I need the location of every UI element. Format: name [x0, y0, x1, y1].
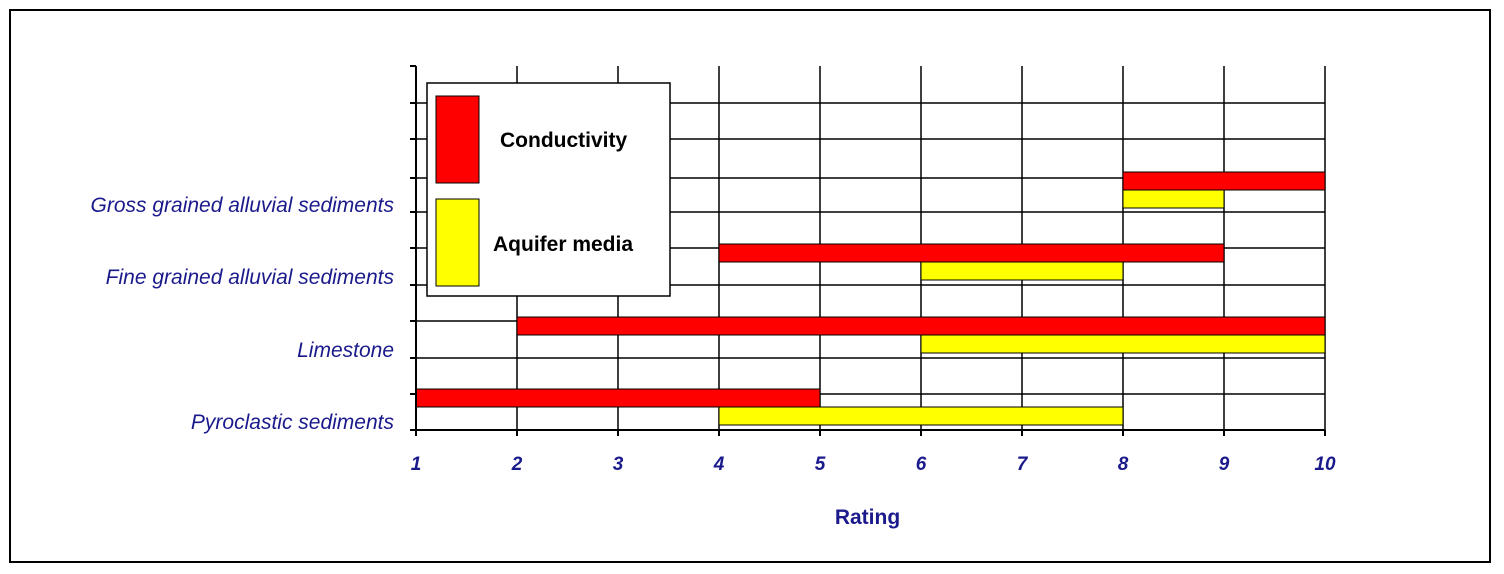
x-tick-label-1: 1	[411, 454, 422, 475]
bar-conductivity-limestone	[516, 316, 1326, 336]
bar-aquifer-media-pyroclastic-sediments	[718, 406, 1124, 426]
x-tick-label-8: 8	[1118, 454, 1129, 475]
x-tick-label-10: 10	[1314, 454, 1336, 475]
legend: Conductivity Aquifer media	[426, 82, 671, 297]
legend-label-conductivity: Conductivity	[500, 129, 627, 152]
category-labels: Pyroclastic sediments Limestone Fine grain…	[91, 194, 395, 434]
bars	[415, 171, 1326, 426]
x-tick-label-4: 4	[713, 454, 725, 475]
category-label-pyroclastic-sediments: Pyroclastic sediments	[191, 411, 395, 434]
x-tick-label-6: 6	[916, 454, 927, 475]
x-tick-label-3: 3	[613, 454, 624, 475]
bar-conductivity-pyroclastic-sediments	[415, 388, 821, 408]
bar-aquifer-media-fine-grained-alluvial-sediments	[920, 261, 1124, 281]
x-axis-title: Rating	[835, 506, 900, 529]
legend-label-aquifer-media: Aquifer media	[493, 233, 633, 256]
bar-aquifer-media-limestone	[920, 334, 1326, 354]
x-tick-labels: 1 2 3 4 5 6 7 8 9 10	[411, 454, 1336, 475]
chart-frame	[9, 9, 1491, 563]
legend-swatch-aquifer-media	[435, 198, 480, 287]
x-tick-label-5: 5	[815, 454, 826, 475]
x-tick-label-7: 7	[1017, 454, 1029, 475]
axes	[410, 65, 1326, 436]
x-tick-label-9: 9	[1219, 454, 1230, 475]
bar-conductivity-fine-grained-alluvial-sediments	[718, 243, 1225, 263]
category-label-limestone: Limestone	[297, 339, 394, 362]
bar-conductivity-gross-grained-alluvial-sediments	[1122, 171, 1326, 191]
bar-aquifer-media-gross-grained-alluvial-sediments	[1122, 189, 1225, 209]
category-label-fine-grained-alluvial-sediments: Fine grained alluvial sediments	[106, 266, 395, 289]
x-tick-label-2: 2	[511, 454, 523, 475]
category-label-gross-grained-alluvial-sediments: Gross grained alluvial sediments	[91, 194, 395, 217]
legend-swatch-conductivity	[435, 95, 480, 184]
